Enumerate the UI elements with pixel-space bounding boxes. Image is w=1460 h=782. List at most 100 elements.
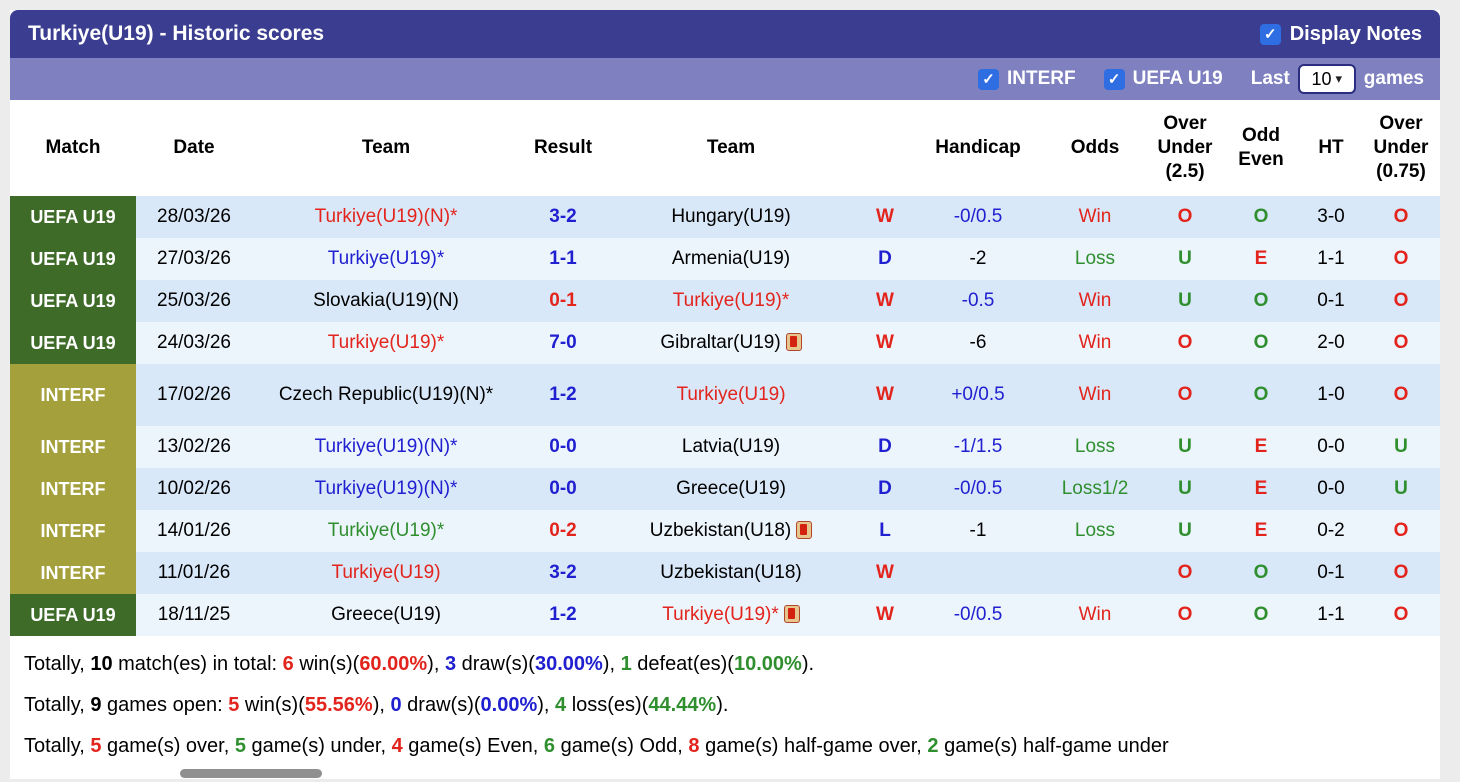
filter-bar: ✓ INTERF ✓ UEFA U19 Last 10 ▾ games [10,58,1440,100]
home-team[interactable]: Turkiye(U19)(N)* [314,478,458,499]
wdl-indicator: D [878,248,892,269]
halftime-score: 0-0 [1317,478,1345,499]
handicap-value: -0/0.5 [953,206,1003,227]
handicap-value [914,552,1042,594]
over-under-25-value: U [1178,290,1192,311]
over-under-25-value: U [1178,520,1192,541]
col-header-result: Result [520,100,606,196]
away-team[interactable]: Uzbekistan(U18) [660,562,802,583]
away-team-cell: Turkiye(U19) [606,364,856,426]
league-badge: UEFA U19 [10,322,136,364]
summary-segment: defeat(es)( [631,653,734,675]
summary-segment: Totally, [24,653,91,675]
handicap-value: -0.5 [961,290,995,311]
table-row: UEFA U19 25/03/26 Slovakia(U19)(N) 0-1 T… [10,280,1440,322]
away-team-cell: Turkiye(U19)* [606,594,856,636]
home-team[interactable]: Turkiye(U19)(N)* [314,206,458,227]
wdl-indicator: W [876,384,894,405]
odd-even-value: E [1254,478,1268,499]
league-badge: UEFA U19 [10,238,136,280]
home-team[interactable]: Turkiye(U19)* [327,332,445,353]
col-header-match: Match [10,100,136,196]
home-team[interactable]: Turkiye(U19)(N)* [314,436,458,457]
scores-table: Match Date Team Result Team Handicap Odd… [10,100,1440,636]
home-team[interactable]: Turkiye(U19)* [327,520,445,541]
summary-segment: 6 [282,653,294,675]
check-icon: ✓ [982,71,995,88]
interf-checkbox[interactable]: ✓ [978,68,999,90]
last-label: Last [1250,68,1290,89]
summary-segment: match(es) in total: [112,653,283,675]
display-notes-label: Display Notes [1289,22,1422,45]
summary-segment: loss(es)( [566,694,649,716]
display-notes-checkbox[interactable]: ✓ [1259,23,1281,45]
col-header-date: Date [136,100,252,196]
summary-segment: 1 [620,653,632,675]
home-team[interactable]: Czech Republic(U19)(N)* [278,384,494,405]
col-header-away-team: Team [606,100,856,196]
odds-result: Loss1/2 [1061,478,1129,499]
halftime-score: 1-0 [1317,384,1345,405]
odds-result [1042,552,1148,594]
match-result: 0-0 [549,436,577,457]
home-team[interactable]: Slovakia(U19)(N) [313,290,459,311]
wdl-indicator: W [876,206,894,227]
away-team[interactable]: Turkiye(U19)* [672,290,790,311]
home-team[interactable]: Turkiye(U19)* [327,248,445,269]
match-result: 3-2 [549,562,577,583]
horizontal-scrollbar-thumb[interactable] [180,769,322,778]
red-card-icon [785,333,802,351]
col-header-odd-even: Odd Even [1222,100,1300,196]
summary-segment: 60.00% [359,653,428,675]
summary-segment: 30.00% [534,653,603,675]
away-team[interactable]: Turkiye(U19)* [662,604,779,625]
table-row: UEFA U19 24/03/26 Turkiye(U19)* 7-0 Gibr… [10,322,1440,364]
league-badge: INTERF [10,510,136,552]
halftime-score: 0-1 [1317,290,1345,311]
away-team[interactable]: Armenia(U19) [671,248,791,269]
summary-segment: Totally, [24,694,91,716]
chevron-down-icon: ▾ [1335,71,1343,86]
handicap-value: +0/0.5 [951,384,1005,405]
summary-line-total: Totally, 10 match(es) in total: 6 win(s)… [24,644,1426,685]
odd-even-value: O [1253,562,1269,583]
away-team[interactable]: Latvia(U19) [681,436,781,457]
away-team[interactable]: Uzbekistan(U18) [649,520,792,541]
summary-segment: 2 [927,735,939,757]
over-under-25-value: O [1177,562,1193,583]
match-result: 1-2 [549,604,577,625]
table-row: INTERF 11/01/26 Turkiye(U19) 3-2 Uzbekis… [10,552,1440,594]
home-team[interactable]: Greece(U19) [331,604,441,625]
home-team[interactable]: Turkiye(U19) [331,562,441,583]
table-row: INTERF 10/02/26 Turkiye(U19)(N)* 0-0 Gre… [10,468,1440,510]
halftime-score: 1-1 [1317,604,1345,625]
odd-even-value: E [1254,520,1268,541]
summary-line-over-under: Totally, 5 game(s) over, 5 game(s) under… [24,726,1426,767]
uefa-u19-checkbox[interactable]: ✓ [1103,68,1125,90]
summary-segment: 10 [90,653,113,675]
summary-segment: 9 [90,694,102,716]
odd-even-value: O [1253,332,1269,353]
away-team-cell: Armenia(U19) [606,238,856,280]
match-date: 11/01/26 [157,562,231,583]
away-team-cell: Gibraltar(U19) [606,322,856,364]
summary-segment: game(s) half-game under [938,735,1169,757]
table-row: INTERF 13/02/26 Turkiye(U19)(N)* 0-0 Lat… [10,426,1440,468]
halftime-score: 1-1 [1317,248,1345,269]
away-team[interactable]: Gibraltar(U19) [660,332,781,353]
over-under-075-value: O [1393,604,1409,625]
over-under-075-value: U [1394,478,1408,499]
away-team[interactable]: Greece(U19) [676,478,786,499]
odds-result: Win [1078,290,1112,311]
summary-segment: 5 [234,735,246,757]
page-title: Turkiye(U19) - Historic scores [28,22,325,45]
away-team[interactable]: Turkiye(U19) [676,384,786,405]
summary-segment: ), [427,653,445,675]
summary-segment: game(s) half-game over, [699,735,928,757]
interf-filter-group: ✓ INTERF [978,68,1076,90]
last-games-select[interactable]: 10 ▾ [1297,64,1356,94]
check-icon: ✓ [1107,71,1121,88]
summary-segment: ). [716,694,729,716]
wdl-indicator: L [879,520,891,541]
away-team[interactable]: Hungary(U19) [671,206,791,227]
